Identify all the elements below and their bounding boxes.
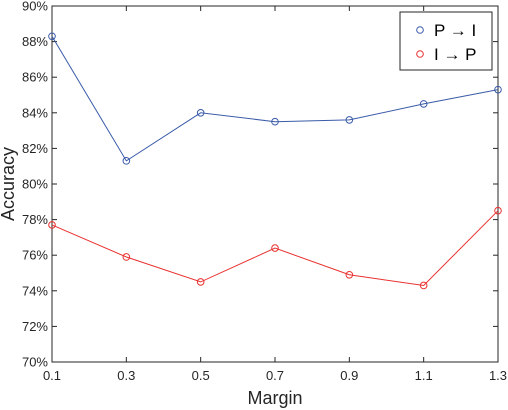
data-point bbox=[196, 109, 205, 117]
y-tick-label: 76% bbox=[22, 248, 48, 263]
legend: P → I I → P bbox=[399, 11, 493, 71]
data-point bbox=[419, 100, 428, 108]
legend-marker-p-to-i bbox=[416, 26, 424, 34]
x-tick-label: 1.1 bbox=[415, 368, 433, 383]
y-tick-label: 80% bbox=[22, 177, 48, 192]
data-point bbox=[419, 281, 428, 290]
axis-ticks: 0.1 0.3 0.5 0.7 0.9 1.1 1.3 70% 72% 74% 76% 78% 80% 8… bbox=[22, 0, 507, 383]
series-line-0 bbox=[51, 36, 499, 162]
y-tick-label: 74% bbox=[22, 283, 48, 298]
data-point bbox=[122, 253, 131, 261]
x-tick-label: 0.3 bbox=[117, 368, 135, 383]
x-tick-label: 0.9 bbox=[340, 368, 358, 383]
data-point bbox=[122, 157, 131, 165]
y-axis-title: Accuracy bbox=[0, 147, 18, 221]
y-tick-label: 82% bbox=[22, 141, 48, 156]
data-point bbox=[196, 278, 205, 286]
y-tick-label: 86% bbox=[22, 70, 48, 85]
y-tick-label: 88% bbox=[22, 34, 48, 49]
legend-box bbox=[399, 11, 493, 71]
series-group bbox=[48, 32, 502, 290]
x-tick-label: 0.1 bbox=[43, 368, 61, 383]
y-tick-label: 70% bbox=[22, 355, 48, 370]
y-tick-label: 84% bbox=[22, 105, 48, 120]
legend-label-p-to-i: P → I bbox=[434, 21, 476, 40]
legend-label-i-to-p: I → P bbox=[434, 45, 477, 64]
y-tick-label: 90% bbox=[22, 0, 48, 14]
y-tick-label: 78% bbox=[22, 212, 48, 227]
data-point bbox=[48, 221, 56, 229]
x-axis-title: Margin bbox=[247, 388, 302, 408]
y-tick-label: 72% bbox=[22, 319, 48, 334]
data-point bbox=[345, 270, 354, 279]
data-point bbox=[345, 116, 354, 124]
data-point bbox=[271, 244, 279, 252]
x-tick-label: 1.3 bbox=[489, 368, 507, 383]
data-point bbox=[48, 32, 56, 41]
x-tick-label: 0.7 bbox=[266, 368, 284, 383]
data-point bbox=[494, 206, 502, 215]
legend-marker-i-to-p bbox=[416, 50, 424, 58]
data-point bbox=[271, 117, 279, 126]
x-tick-label: 0.5 bbox=[192, 368, 210, 383]
data-point bbox=[494, 85, 502, 94]
series-line-1 bbox=[51, 210, 499, 286]
